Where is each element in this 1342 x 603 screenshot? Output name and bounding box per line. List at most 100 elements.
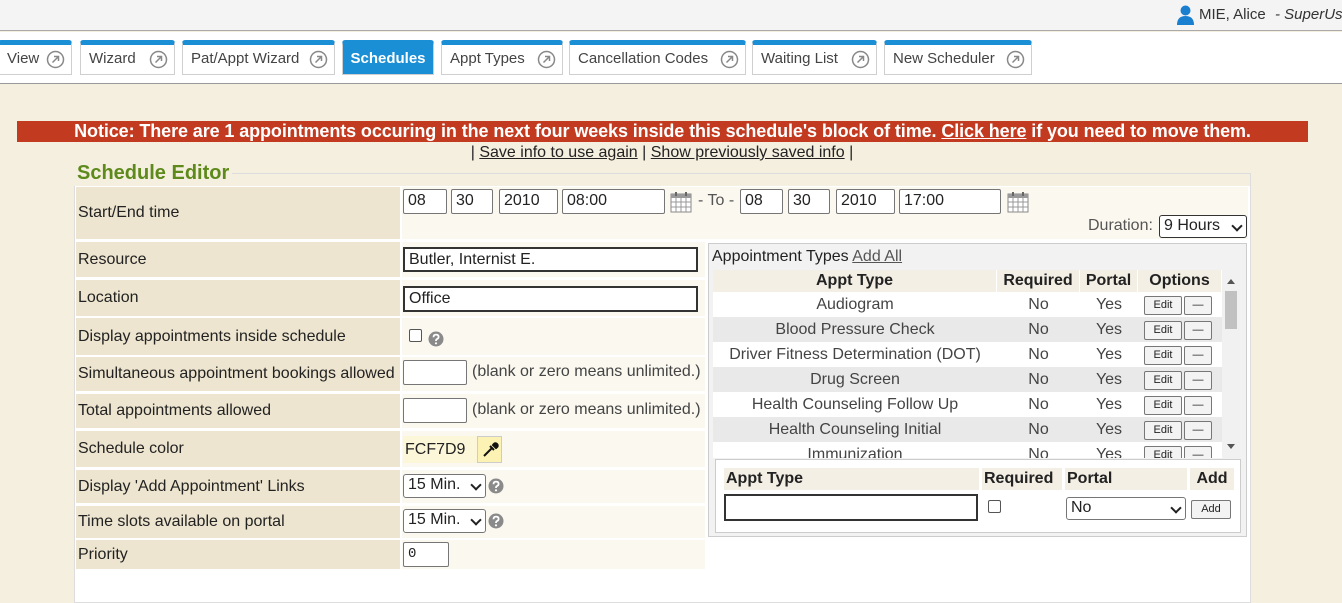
duration-select[interactable]: 9 Hours	[1159, 215, 1247, 238]
tab-label: Pat/Appt Wizard	[191, 50, 300, 67]
help-icon[interactable]	[488, 513, 504, 529]
legend-band	[74, 174, 1250, 186]
portal-select[interactable]: No	[1066, 497, 1186, 520]
table-cell: No	[1028, 371, 1049, 388]
open-icon-wrap[interactable]	[149, 50, 168, 69]
table-cell: Driver Fitness Determination (DOT)	[729, 346, 981, 363]
tab-label: Waiting List	[761, 50, 838, 67]
table-cell: Yes	[1095, 371, 1123, 388]
field-label: Start/End time	[76, 187, 400, 239]
table-cell: No	[1028, 421, 1049, 438]
location-input[interactable]: Office	[403, 286, 698, 312]
table-row	[713, 392, 1222, 417]
simultaneous-input[interactable]	[403, 360, 467, 385]
edit-button[interactable]: Edit	[1144, 421, 1182, 440]
remove-button[interactable]: —	[1184, 421, 1212, 440]
open-icon-wrap[interactable]	[851, 50, 870, 69]
field-label: Total appointments allowed	[76, 394, 400, 428]
tab-label: Cancellation Codes	[578, 50, 709, 67]
calendar-glyph	[670, 192, 692, 213]
edit-button[interactable]: Edit	[1144, 371, 1182, 390]
remove-button[interactable]: —	[1184, 346, 1212, 365]
tab-active[interactable]: Schedules	[342, 40, 434, 75]
end-year[interactable]: 2010	[836, 189, 895, 214]
remove-button[interactable]: —	[1184, 321, 1212, 340]
page-body: MIE, Alice - SuperUs View Wizard Pat/App…	[0, 0, 1342, 587]
start-month[interactable]: 08	[403, 189, 447, 214]
edit-button[interactable]: Edit	[1144, 396, 1182, 415]
table-cell: Blood Pressure Check	[775, 321, 935, 338]
remove-button[interactable]: —	[1184, 446, 1212, 458]
table-row	[713, 292, 1222, 317]
table-cell: Yes	[1095, 321, 1123, 338]
start-year[interactable]: 2010	[499, 189, 558, 214]
table-cell: Yes	[1095, 421, 1123, 438]
table-cell: No	[1028, 321, 1049, 338]
user-role: - SuperUs	[1275, 6, 1342, 23]
total-input[interactable]	[403, 398, 467, 423]
field-label: Time slots available on portal	[76, 506, 400, 538]
help-icon[interactable]	[488, 478, 504, 494]
add-links-select[interactable]: 15 Min.	[403, 474, 486, 498]
appt-type-input[interactable]	[724, 494, 978, 521]
end-time[interactable]: 17:00	[899, 189, 1001, 214]
add-all-link[interactable]: Add All	[852, 248, 903, 265]
table-cell: Audiogram	[816, 296, 894, 313]
edit-button[interactable]: Edit	[1144, 446, 1182, 458]
edit-button[interactable]: Edit	[1144, 346, 1182, 365]
link[interactable]: Save info to use again	[479, 144, 638, 161]
open-icon-wrap[interactable]	[537, 50, 556, 69]
tab[interactable]: Wizard	[80, 40, 175, 75]
column-header: Required	[982, 468, 1062, 490]
calendar-icon[interactable]	[1007, 191, 1029, 218]
priority-input[interactable]: 0	[403, 542, 449, 567]
tab[interactable]: Cancellation Codes	[569, 40, 746, 75]
tab[interactable]: Waiting List	[752, 40, 877, 75]
tab[interactable]: Pat/Appt Wizard	[182, 40, 335, 75]
remove-button[interactable]: —	[1184, 396, 1212, 415]
table-row	[713, 342, 1222, 367]
open-icon-wrap[interactable]	[46, 50, 65, 69]
scrollbar[interactable]	[1222, 270, 1240, 458]
remove-button[interactable]: —	[1184, 371, 1212, 390]
link[interactable]: Show previously saved info	[650, 144, 845, 161]
start-time[interactable]: 08:00	[562, 189, 665, 214]
tab[interactable]: View	[0, 40, 72, 75]
to-label: - To -	[698, 192, 735, 209]
required-checkbox[interactable]	[988, 500, 1001, 513]
help-glyph	[488, 478, 504, 494]
column-header: Appt Type	[713, 270, 997, 292]
tab-label: Wizard	[89, 50, 136, 67]
saved-info-links: | Save info to use again | Show previous…	[0, 143, 1324, 163]
remove-button[interactable]: —	[1184, 296, 1212, 315]
add-button[interactable]: Add	[1191, 500, 1231, 519]
calendar-glyph	[1007, 192, 1029, 213]
notice-link[interactable]: Click here	[941, 121, 1027, 141]
column-header: Portal	[1080, 270, 1138, 292]
open-icon-wrap[interactable]	[1006, 50, 1025, 69]
edit-button[interactable]: Edit	[1144, 296, 1182, 315]
table-cell: Yes	[1095, 346, 1123, 363]
tab[interactable]: Appt Types	[441, 40, 563, 75]
end-day[interactable]: 30	[788, 189, 830, 214]
user-name[interactable]: MIE, Alice	[1199, 6, 1266, 23]
end-month[interactable]: 08	[740, 189, 783, 214]
color-picker[interactable]	[477, 436, 502, 463]
portal-slots-select[interactable]: 15 Min.	[403, 509, 486, 533]
open-icon-wrap[interactable]	[309, 50, 328, 69]
tab-label: View	[7, 50, 40, 67]
notice-tail: if you need to move them.	[1031, 121, 1251, 141]
start-day[interactable]: 30	[451, 189, 493, 214]
color-input[interactable]: FCF7D9	[403, 436, 478, 463]
open-icon	[851, 50, 870, 69]
checkbox[interactable]	[409, 329, 422, 342]
separator: |	[470, 144, 475, 161]
open-icon-wrap[interactable]	[720, 50, 739, 69]
calendar-icon[interactable]	[670, 191, 692, 218]
help-icon[interactable]	[428, 331, 444, 347]
page: Schedule Editor {"header":{"user":"MIE, …	[0, 0, 1342, 587]
resource-input[interactable]: Butler, Internist E.	[403, 247, 698, 272]
tab[interactable]: New Scheduler	[884, 40, 1032, 75]
table-cell: Health Counseling Follow Up	[751, 396, 959, 413]
edit-button[interactable]: Edit	[1144, 321, 1182, 340]
